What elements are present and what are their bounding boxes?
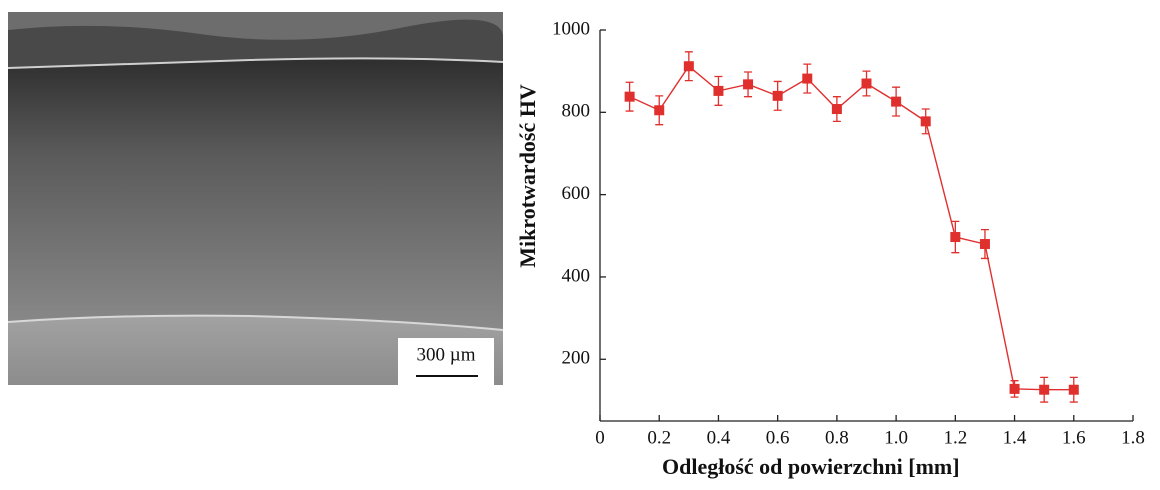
x-tick-label: 0.6 bbox=[766, 427, 790, 448]
x-tick-label: 0.2 bbox=[647, 427, 671, 448]
x-tick-label: 1.2 bbox=[943, 427, 967, 448]
marker bbox=[1068, 384, 1079, 395]
y-axis-label: Mikrotwardość HV bbox=[515, 84, 540, 268]
marker bbox=[891, 96, 902, 107]
micrograph: 300 µm bbox=[7, 12, 504, 385]
marker bbox=[624, 91, 635, 102]
marker bbox=[1039, 384, 1050, 395]
x-tick-label: 0.8 bbox=[825, 427, 849, 448]
marker bbox=[772, 90, 783, 101]
y-tick-label: 400 bbox=[562, 265, 591, 286]
x-tick-label: 0 bbox=[595, 427, 605, 448]
marker bbox=[802, 73, 813, 84]
marker bbox=[831, 104, 842, 115]
y-tick-label: 1000 bbox=[552, 18, 590, 39]
marker bbox=[979, 239, 990, 250]
marker bbox=[861, 78, 872, 89]
y-tick-label: 200 bbox=[562, 348, 591, 369]
marker bbox=[1009, 383, 1020, 394]
marker bbox=[920, 116, 931, 127]
y-tick-label: 800 bbox=[562, 101, 591, 122]
marker bbox=[713, 85, 724, 96]
marker bbox=[683, 61, 694, 72]
x-tick-label: 1.8 bbox=[1121, 427, 1145, 448]
x-tick-label: 0.4 bbox=[707, 427, 731, 448]
x-axis-label: Odległość od powierzchni [mm] bbox=[662, 454, 960, 479]
y-tick-label: 600 bbox=[562, 183, 591, 204]
marker bbox=[950, 232, 961, 243]
marker bbox=[743, 79, 754, 90]
scale-label: 300 µm bbox=[417, 344, 476, 365]
marker bbox=[654, 105, 665, 116]
x-tick-label: 1.6 bbox=[1062, 427, 1086, 448]
x-tick-label: 1.0 bbox=[884, 427, 908, 448]
x-tick-label: 1.4 bbox=[1003, 427, 1027, 448]
data-line bbox=[629, 65, 1074, 391]
